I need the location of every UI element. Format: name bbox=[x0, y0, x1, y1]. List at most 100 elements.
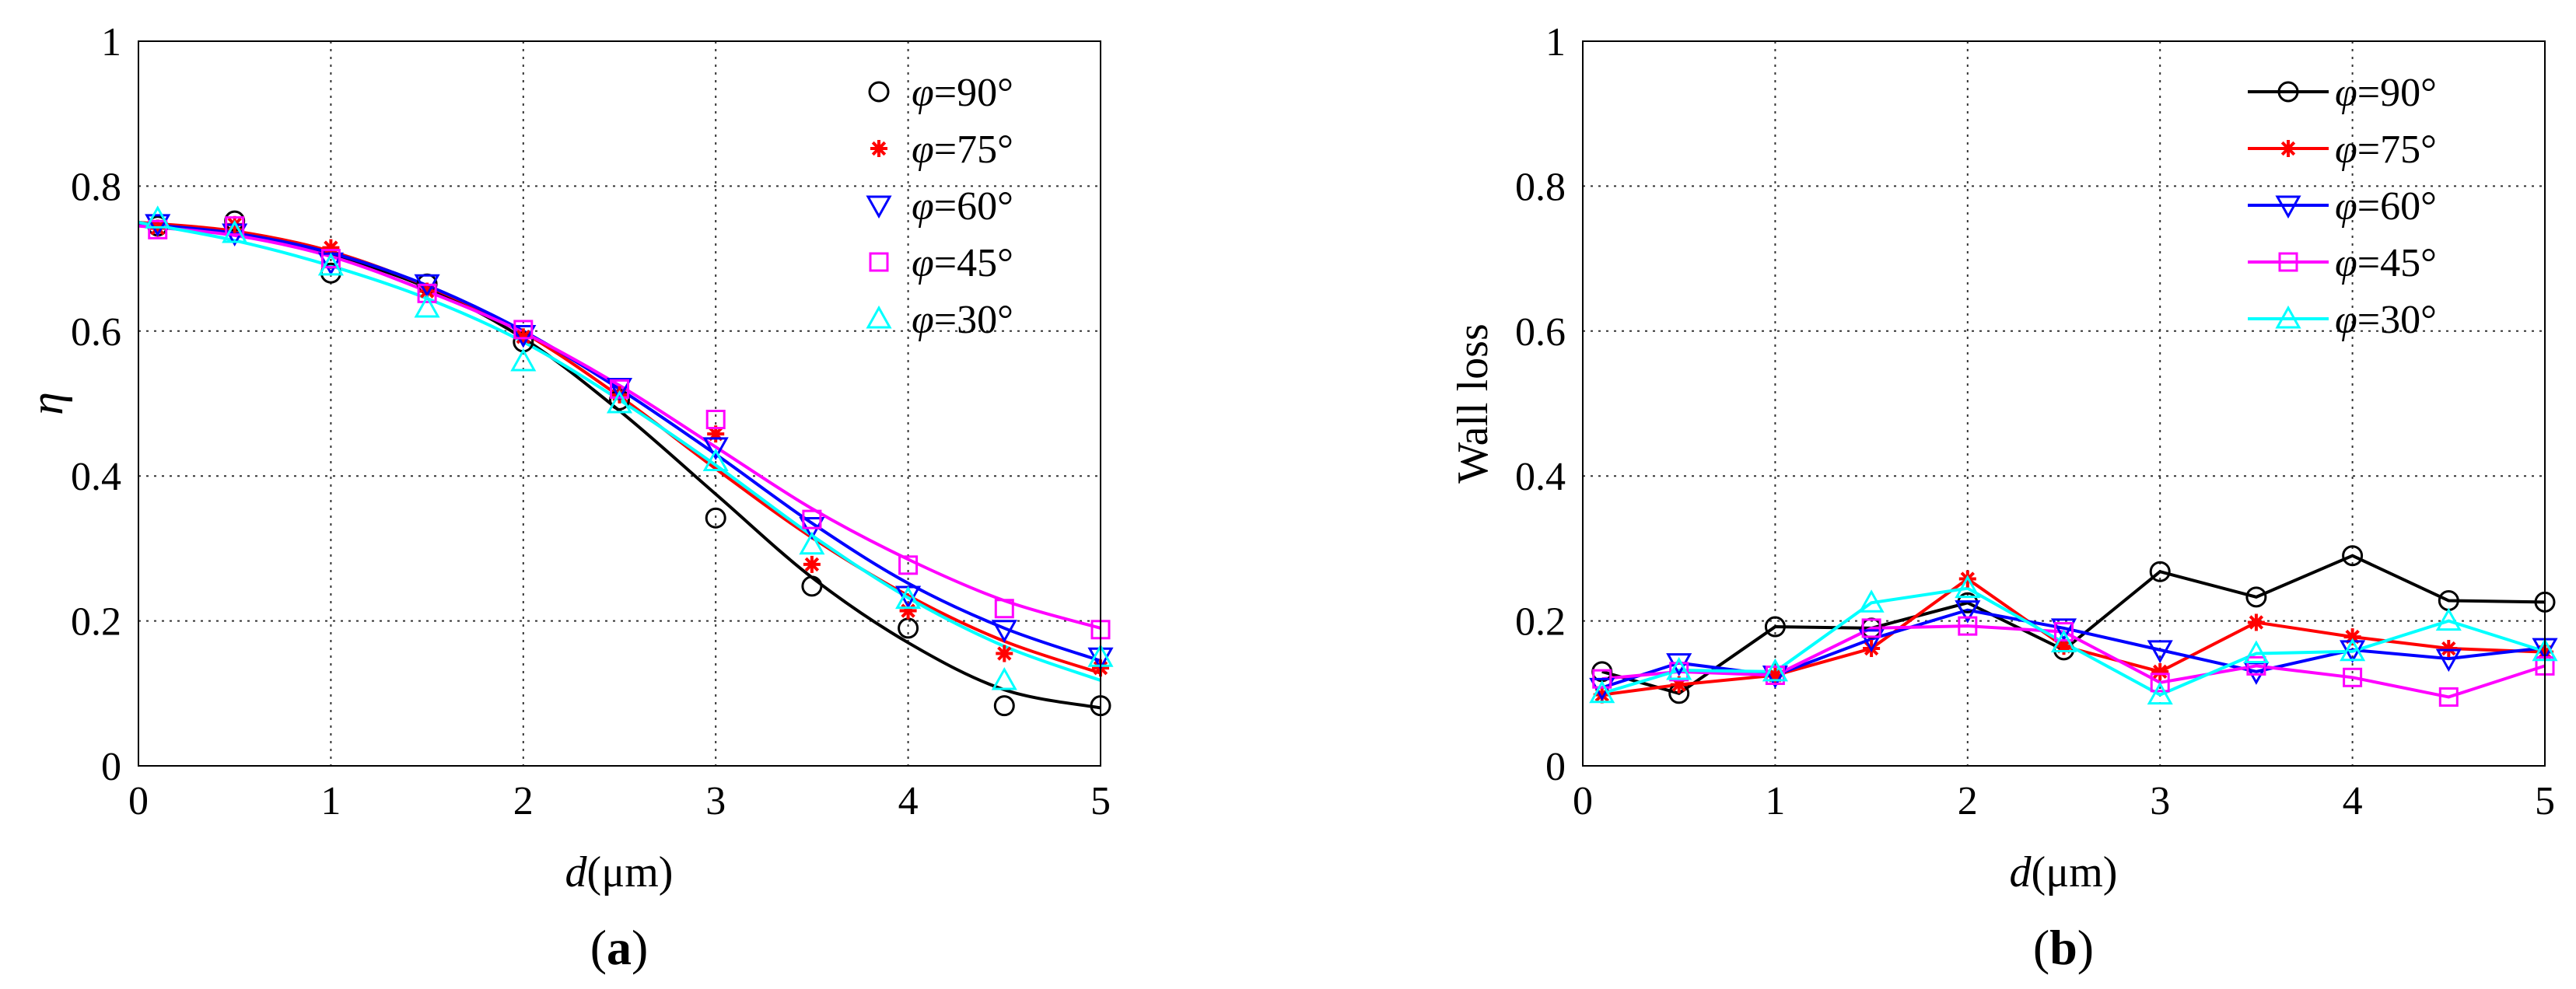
data-point bbox=[610, 379, 629, 399]
legend-marker bbox=[868, 81, 890, 103]
data-point bbox=[1955, 575, 1981, 599]
data-point bbox=[1592, 669, 1612, 689]
legend-label-symbol: φ bbox=[912, 71, 934, 115]
data-point bbox=[2246, 655, 2266, 676]
y-tick-label: 0.8 bbox=[71, 165, 121, 209]
data-point bbox=[417, 283, 437, 303]
legend-marker bbox=[866, 195, 892, 219]
data-point bbox=[2340, 638, 2366, 662]
legend-marker bbox=[869, 252, 889, 272]
data-point bbox=[702, 448, 729, 472]
data-point bbox=[1861, 618, 1881, 638]
data-point bbox=[1762, 658, 1788, 682]
x-tick-label: 5 bbox=[2535, 779, 2555, 823]
legend-label-value: =90° bbox=[934, 71, 1013, 115]
panel-b-chart: 0 1 2 3 4 5 0 0.2 0.4 0.6 0.8 1 d(μm) Wall loss (b… bbox=[1449, 20, 2558, 975]
plot-frame-a bbox=[138, 40, 1101, 767]
data-point bbox=[1669, 662, 1689, 682]
x-tick-label: 1 bbox=[1765, 779, 1785, 823]
legend-label: φ=45° bbox=[912, 241, 1013, 285]
y-tick-label: 0 bbox=[1545, 745, 1566, 789]
y-tick-label: 0.4 bbox=[71, 455, 121, 499]
data-point bbox=[1589, 680, 1615, 704]
y-tick-label: 0.8 bbox=[1515, 165, 1566, 209]
legend-marker bbox=[2277, 81, 2299, 103]
data-point bbox=[2247, 613, 2265, 631]
legend-label: φ=30° bbox=[912, 298, 1013, 342]
panel-caption-letter-a: a bbox=[607, 920, 632, 975]
legend-label-value: =75° bbox=[2357, 128, 2437, 172]
data-point bbox=[1858, 629, 1885, 652]
x-tick-label: 2 bbox=[1958, 779, 1978, 823]
legend-label-symbol: φ bbox=[912, 298, 934, 342]
panel-caption-a: (a) bbox=[590, 920, 649, 975]
legend-marker bbox=[2278, 252, 2298, 272]
data-point bbox=[222, 219, 248, 243]
x-tick-label: 0 bbox=[1573, 779, 1593, 823]
data-point bbox=[702, 437, 729, 460]
legend-label: φ=30° bbox=[2335, 298, 2437, 342]
legend-label: φ=75° bbox=[912, 128, 1013, 172]
legend-label: φ=90° bbox=[912, 71, 1013, 115]
data-point bbox=[317, 252, 344, 276]
data-point bbox=[414, 294, 440, 318]
data-point bbox=[145, 205, 171, 229]
data-point bbox=[2435, 648, 2462, 673]
data-point bbox=[799, 531, 825, 555]
data-point bbox=[2050, 618, 2077, 641]
data-point bbox=[2149, 561, 2171, 582]
legend-label-value: =45° bbox=[934, 241, 1013, 285]
legend-label: φ=90° bbox=[2335, 71, 2437, 115]
x-tick-label: 2 bbox=[513, 779, 534, 823]
legend-marker bbox=[870, 140, 887, 157]
legend-label-symbol: φ bbox=[2335, 71, 2357, 115]
legend-label: φ=75° bbox=[2335, 128, 2437, 172]
y-tick-label: 0.6 bbox=[71, 310, 121, 355]
legend-marker bbox=[2280, 140, 2297, 157]
x-axis-label-a: d(μm) bbox=[565, 848, 674, 896]
data-point bbox=[510, 324, 537, 348]
grid-b bbox=[1583, 41, 2545, 766]
data-point bbox=[996, 645, 1013, 662]
y-tick-label: 0.2 bbox=[71, 600, 121, 645]
data-point bbox=[802, 509, 822, 529]
legend-label-value: =60° bbox=[934, 184, 1013, 229]
data-point bbox=[991, 620, 1017, 643]
data-point bbox=[2151, 662, 2169, 680]
x-tick-labels-b: 0 1 2 3 4 5 bbox=[1573, 779, 2555, 823]
fit-curve bbox=[138, 224, 1101, 630]
legend-marker bbox=[2275, 195, 2301, 219]
plot-area-a bbox=[138, 41, 1101, 766]
data-markers-a bbox=[145, 205, 1114, 717]
data-point bbox=[2435, 607, 2462, 631]
data-point bbox=[606, 377, 633, 401]
x-axis-label-italic-a: d bbox=[565, 848, 588, 896]
data-point bbox=[2150, 673, 2170, 693]
legend-label: φ=45° bbox=[2335, 241, 2437, 285]
data-point bbox=[2243, 640, 2270, 664]
y-tick-label: 1 bbox=[101, 20, 121, 65]
data-point bbox=[2440, 640, 2458, 658]
y-tick-labels-a: 0 0.2 0.4 0.6 0.8 1 bbox=[71, 20, 121, 789]
data-point bbox=[1589, 677, 1615, 701]
data-point bbox=[2438, 687, 2459, 707]
data-point bbox=[1666, 656, 1692, 680]
y-axis-label-b: Wall loss bbox=[1449, 323, 1497, 484]
data-point bbox=[1858, 589, 1885, 613]
data-point bbox=[705, 507, 726, 529]
x-axis-label-unit-b: (μm) bbox=[2032, 848, 2118, 896]
x-axis-label-italic-b: d bbox=[2010, 848, 2032, 896]
x-tick-labels-a: 0 1 2 3 4 5 bbox=[128, 779, 1111, 823]
x-tick-label: 0 bbox=[128, 779, 149, 823]
data-point bbox=[148, 219, 168, 239]
legend-label-value: =75° bbox=[934, 128, 1013, 172]
y-axis-label-a: η bbox=[21, 392, 72, 415]
legend-marker bbox=[2275, 305, 2301, 329]
y-tick-label: 1 bbox=[1545, 20, 1566, 65]
legend-label-symbol: φ bbox=[912, 184, 934, 229]
data-point bbox=[2054, 622, 2074, 642]
data-point bbox=[895, 585, 922, 610]
legend-label: φ=60° bbox=[2335, 184, 2437, 229]
data-point bbox=[320, 249, 341, 269]
data-point bbox=[2050, 629, 2077, 653]
